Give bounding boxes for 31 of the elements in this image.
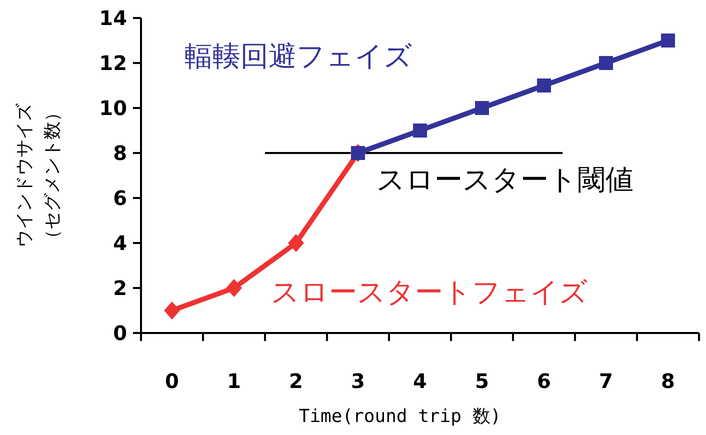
point <box>226 279 242 297</box>
y-tick-label: 0 <box>113 321 127 345</box>
ref-line: スロースタート閾値 <box>265 152 634 196</box>
series-label: スロースタートフェイズ <box>271 276 588 308</box>
ref-line-label: スロースタート閾値 <box>376 163 634 196</box>
point <box>475 101 489 115</box>
y-axis-title: ウインドウサイズ（セグメント数） <box>14 102 63 248</box>
x-tick-label: 0 <box>165 369 179 393</box>
x-tick-label: 8 <box>661 369 675 393</box>
point <box>164 302 180 320</box>
point <box>413 124 427 138</box>
x-tick-label: 3 <box>351 369 365 393</box>
x-tick-label: 4 <box>413 369 427 393</box>
y-tick-label: 12 <box>99 51 127 75</box>
y-tick-label: 4 <box>113 231 127 255</box>
point <box>661 34 675 48</box>
x-tick-label: 2 <box>289 369 303 393</box>
series-label: 輻輳回避フェイズ <box>184 39 412 72</box>
y-tick-label: 2 <box>113 276 127 300</box>
y-tick-label: 8 <box>113 141 127 165</box>
y-tick-label: 14 <box>99 6 127 30</box>
point <box>537 78 551 92</box>
y-tick-label: 10 <box>99 96 127 120</box>
point <box>599 56 613 70</box>
x-tick-label: 5 <box>475 369 489 393</box>
x-tick-label: 6 <box>537 369 551 393</box>
x-tick-label: 7 <box>599 369 613 393</box>
x-tick-label: 1 <box>227 369 241 393</box>
y-tick-label: 6 <box>113 186 127 210</box>
x-axis-title: Time(round trip 数) <box>298 406 502 427</box>
point <box>288 234 304 252</box>
